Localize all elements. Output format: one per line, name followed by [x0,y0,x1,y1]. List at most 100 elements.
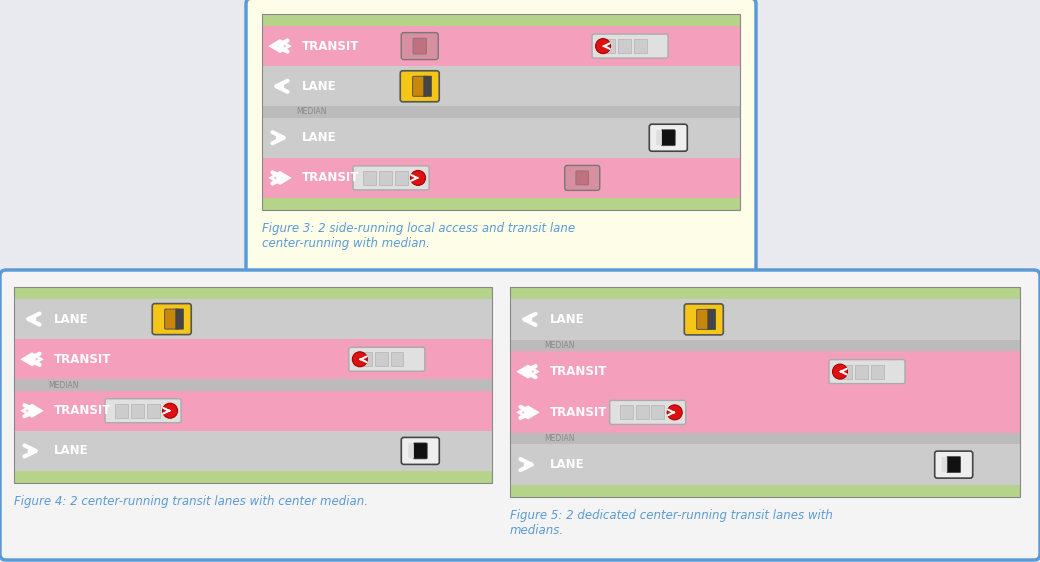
FancyBboxPatch shape [401,33,438,60]
Text: TRANSIT: TRANSIT [302,39,360,53]
Bar [14,391,492,431]
Bar [620,405,632,419]
Bar [395,171,408,185]
Bar [14,287,492,483]
FancyBboxPatch shape [576,171,589,185]
FancyBboxPatch shape [829,360,905,384]
Text: LANE: LANE [54,445,88,457]
Bar [262,14,740,210]
FancyBboxPatch shape [592,34,668,58]
Text: TRANSIT: TRANSIT [54,353,111,366]
Bar [262,198,740,210]
FancyBboxPatch shape [0,270,1040,560]
Bar [510,287,1020,497]
Bar [618,39,631,53]
FancyBboxPatch shape [656,130,661,145]
FancyBboxPatch shape [609,400,685,424]
Circle shape [411,170,425,185]
Bar [14,431,492,471]
Bar [14,339,492,379]
Text: LANE: LANE [54,312,88,325]
FancyBboxPatch shape [413,76,426,96]
Circle shape [162,403,178,418]
FancyBboxPatch shape [697,310,711,329]
Text: MEDIAN: MEDIAN [544,434,574,443]
FancyBboxPatch shape [941,457,947,472]
Bar [510,287,1020,299]
Text: LANE: LANE [550,458,584,471]
Text: MEDIAN: MEDIAN [544,341,574,350]
FancyBboxPatch shape [176,309,184,329]
Circle shape [596,39,610,53]
Bar [374,352,388,366]
Text: Figure 5: 2 dedicated center-running transit lanes with
medians.: Figure 5: 2 dedicated center-running tra… [510,509,833,537]
FancyBboxPatch shape [565,165,600,191]
Text: LANE: LANE [302,131,337,144]
FancyBboxPatch shape [353,166,430,190]
Bar [510,392,1020,433]
Bar [262,106,740,117]
Bar [359,352,372,366]
Bar [391,352,404,366]
Text: TRANSIT: TRANSIT [54,404,111,417]
Bar [602,39,615,53]
Bar [262,158,740,198]
Bar [510,444,1020,485]
Bar [855,365,867,379]
Bar [262,14,740,210]
FancyBboxPatch shape [413,443,427,459]
Text: TRANSIT: TRANSIT [550,406,607,419]
Text: Figure 4: 2 center-running transit lanes with center median.: Figure 4: 2 center-running transit lanes… [14,495,368,508]
Bar [262,66,740,106]
Text: TRANSIT: TRANSIT [550,365,607,378]
Bar [510,287,1020,497]
Bar [131,404,144,418]
Circle shape [832,364,848,379]
FancyBboxPatch shape [684,304,723,335]
FancyBboxPatch shape [246,0,756,291]
Bar [510,299,1020,340]
Bar [510,433,1020,444]
Text: MEDIAN: MEDIAN [296,107,327,116]
FancyBboxPatch shape [661,130,675,146]
Bar [14,287,492,483]
Bar [262,117,740,158]
Bar [262,26,740,66]
Bar [363,171,376,185]
FancyBboxPatch shape [152,303,191,334]
Bar [147,404,160,418]
FancyBboxPatch shape [413,38,426,54]
FancyBboxPatch shape [400,71,439,102]
Bar [839,365,852,379]
Bar [14,471,492,483]
Bar [633,39,647,53]
Bar [870,365,884,379]
FancyBboxPatch shape [105,398,181,423]
Bar [262,14,740,26]
FancyBboxPatch shape [935,451,972,478]
FancyBboxPatch shape [401,437,439,464]
FancyBboxPatch shape [348,347,425,371]
FancyBboxPatch shape [649,124,687,151]
Text: Figure 3: 2 side-running local access and transit lane
center-running with media: Figure 3: 2 side-running local access an… [262,222,575,250]
Circle shape [353,352,367,367]
FancyBboxPatch shape [409,443,414,459]
Bar [14,287,492,299]
Text: TRANSIT: TRANSIT [302,171,360,184]
Bar [635,405,649,419]
Bar [651,405,665,419]
Bar [115,404,128,418]
Bar [510,340,1020,351]
FancyBboxPatch shape [707,309,716,330]
Circle shape [668,405,682,420]
Text: LANE: LANE [550,313,584,326]
Bar [14,379,492,391]
FancyBboxPatch shape [946,456,961,473]
FancyBboxPatch shape [423,76,432,97]
Text: MEDIAN: MEDIAN [48,380,78,389]
Bar [14,299,492,339]
Bar [510,351,1020,392]
FancyBboxPatch shape [164,309,179,329]
Text: LANE: LANE [302,80,337,93]
Bar [379,171,392,185]
